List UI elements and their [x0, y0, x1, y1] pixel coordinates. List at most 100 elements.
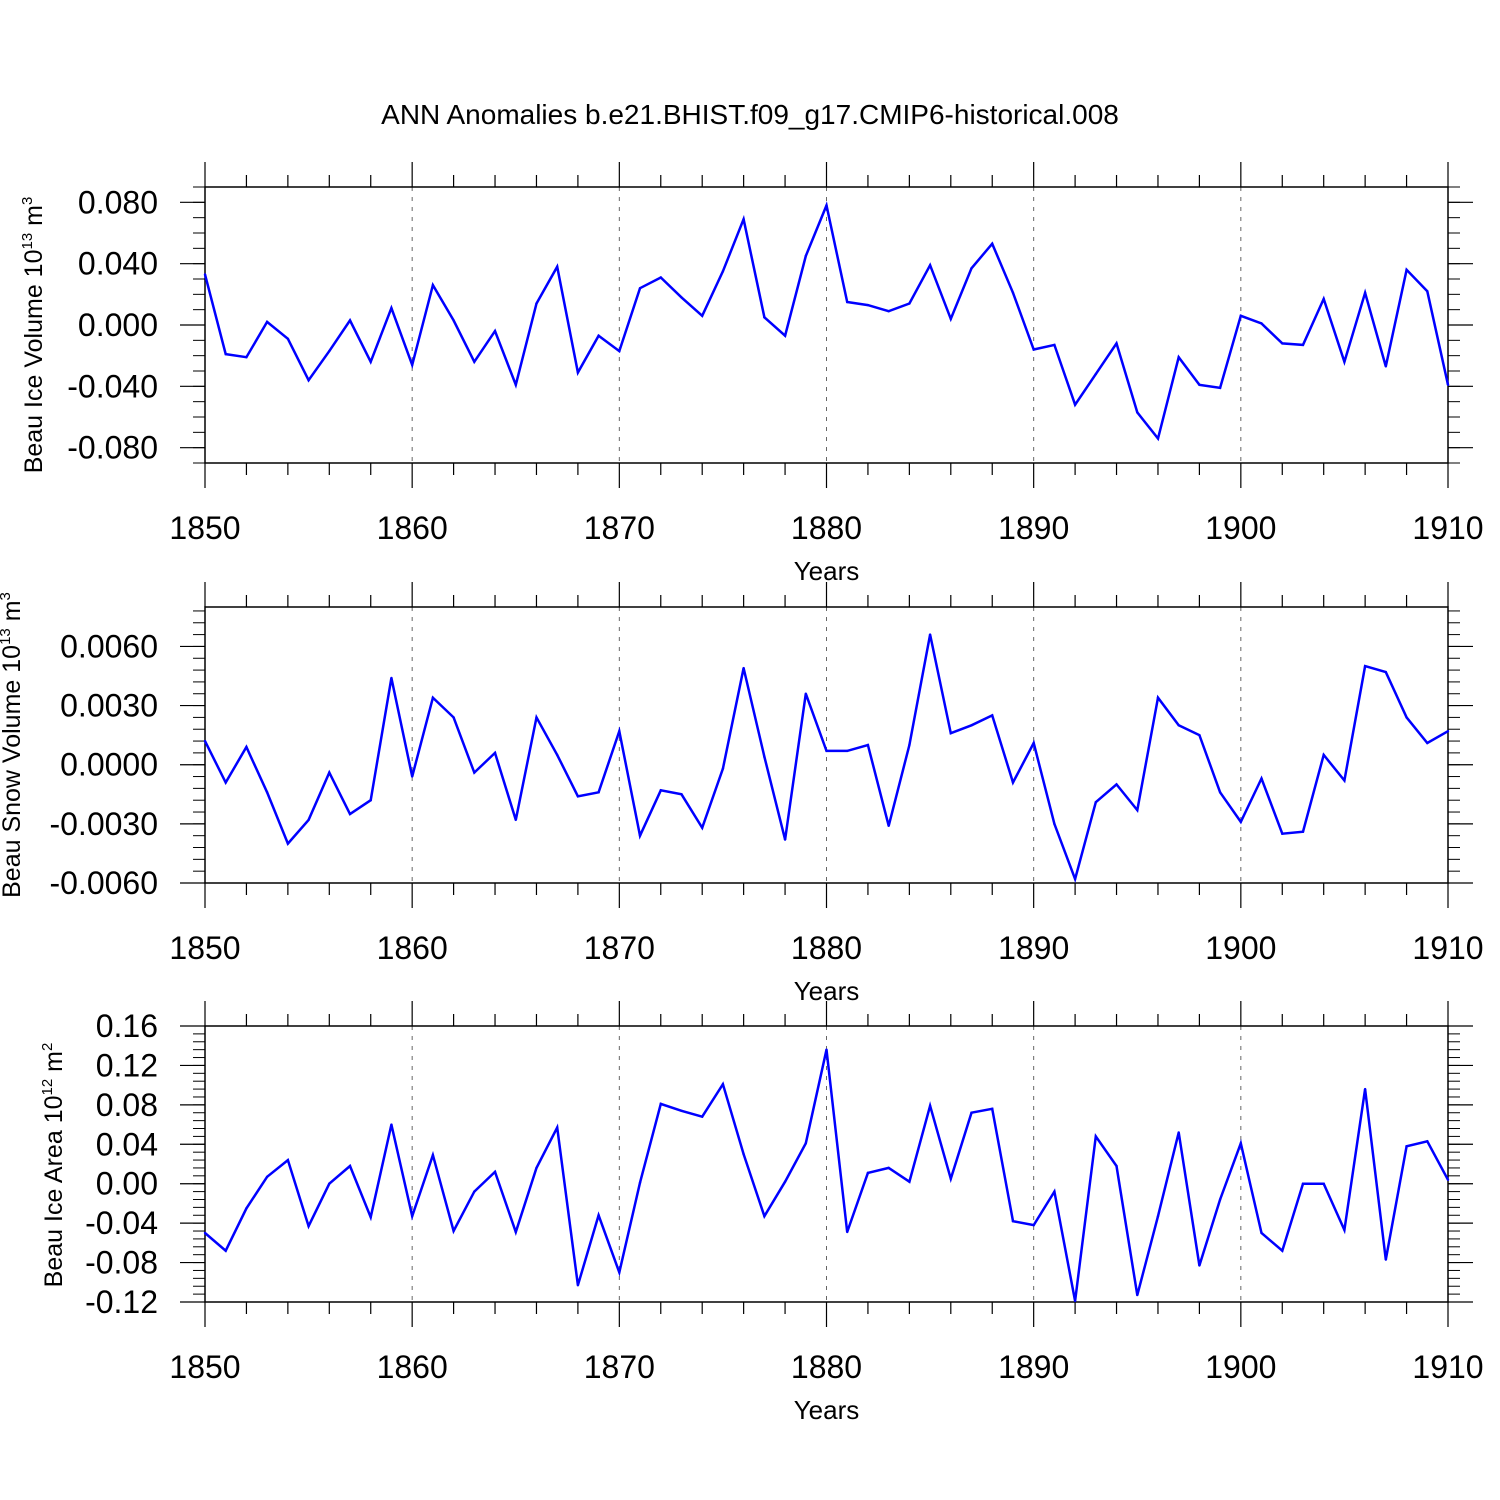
data-point [1446, 730, 1450, 733]
data-point [1446, 1178, 1450, 1181]
y-tick-label: 0.12 [96, 1047, 158, 1083]
data-point [1218, 791, 1222, 794]
data-point [265, 791, 269, 794]
data-point [328, 771, 331, 774]
data-point [680, 793, 683, 796]
data-point [431, 1153, 435, 1157]
data-point [431, 696, 435, 699]
y-tick-label: 0.08 [96, 1087, 158, 1123]
data-point [1260, 322, 1263, 325]
data-point [245, 745, 248, 749]
data-point [1177, 1131, 1180, 1134]
data-point [369, 799, 372, 802]
x-tick-label: 1890 [998, 930, 1069, 966]
data-point [659, 276, 662, 279]
data-point [1136, 808, 1139, 812]
data-point [1198, 1264, 1201, 1267]
x-tick-label: 1910 [1412, 930, 1483, 966]
x-tick-label: 1850 [169, 510, 240, 546]
data-point [701, 314, 704, 317]
data-point [1094, 800, 1098, 804]
data-point [1011, 291, 1015, 294]
data-point [1281, 832, 1284, 835]
data-point [1053, 343, 1056, 347]
data-point [991, 1107, 994, 1111]
data-point [659, 1102, 662, 1106]
data-point [1073, 403, 1077, 406]
y-tick-label: 0.040 [78, 246, 158, 282]
data-point [1239, 1142, 1243, 1145]
data-point [949, 1177, 952, 1180]
data-point [555, 1126, 559, 1129]
y-tick-label: 0.000 [78, 307, 158, 343]
x-tick-label: 1850 [169, 1349, 240, 1385]
data-point [410, 363, 414, 367]
data-point [390, 306, 393, 310]
data-point [307, 1224, 310, 1228]
data-point [514, 383, 517, 386]
data-point [1218, 1198, 1222, 1201]
data-point [638, 1181, 642, 1184]
data-point [825, 204, 828, 207]
data-point [555, 265, 559, 268]
data-point [866, 303, 870, 307]
data-point [1156, 437, 1160, 440]
data-point [1032, 741, 1035, 745]
data-point [597, 791, 600, 794]
y-axis-label: Beau Ice Area 1012 m2 [39, 1043, 68, 1288]
data-point [597, 334, 600, 337]
data-point [473, 771, 476, 774]
data-point [1177, 356, 1180, 359]
data-point [887, 310, 890, 313]
data-point [721, 767, 725, 770]
data-point [535, 716, 538, 719]
data-point [369, 1216, 372, 1219]
data-point [680, 1109, 683, 1112]
data-point [1301, 1182, 1305, 1185]
data-point [410, 775, 414, 778]
data-point [1218, 386, 1222, 390]
data-point [1301, 830, 1305, 833]
data-point [887, 824, 890, 828]
data-point [1426, 290, 1429, 293]
data-point [928, 633, 932, 636]
data-point [783, 1180, 787, 1183]
data-point [1426, 741, 1429, 745]
data-point [970, 724, 973, 727]
data-point [721, 270, 725, 273]
data-point [970, 267, 973, 270]
panel-2: 1850 1860 1870 1880 1890 1900 1910 0.0060 0.0030… [0, 582, 1484, 1006]
data-point [1239, 820, 1243, 824]
data-point [493, 329, 497, 333]
data-point [1384, 1258, 1388, 1261]
data-point [265, 1175, 269, 1179]
data-point [1198, 383, 1201, 386]
data-point [887, 1166, 890, 1170]
data-point [1156, 696, 1160, 699]
data-point [846, 300, 849, 304]
y-tick-label: 0.16 [96, 1008, 158, 1044]
data-point [846, 1230, 849, 1234]
data-point [1446, 383, 1450, 386]
data-point [576, 371, 580, 374]
data-point [763, 755, 766, 759]
data-point [555, 753, 559, 757]
data-point [804, 1142, 807, 1145]
x-tick-label: 1880 [791, 510, 862, 546]
data-point [1115, 783, 1118, 786]
data-point [265, 320, 269, 324]
data-point [1405, 268, 1408, 271]
data-point [1073, 1299, 1077, 1303]
panel-1: 1850 1860 1870 1880 1890 1900 1910 0.080 0.040 0.… [19, 162, 1484, 586]
data-point [949, 731, 952, 735]
x-tick-label: 1860 [377, 510, 448, 546]
x-tick-label: 1860 [377, 930, 448, 966]
y-tick-label: 0.0060 [60, 628, 158, 664]
data-point [597, 1214, 600, 1217]
data-point [908, 743, 911, 747]
data-point [701, 826, 704, 829]
data-point [328, 349, 331, 353]
x-tick-label: 1890 [998, 510, 1069, 546]
data-point [576, 1284, 580, 1287]
data-point [328, 1182, 331, 1185]
